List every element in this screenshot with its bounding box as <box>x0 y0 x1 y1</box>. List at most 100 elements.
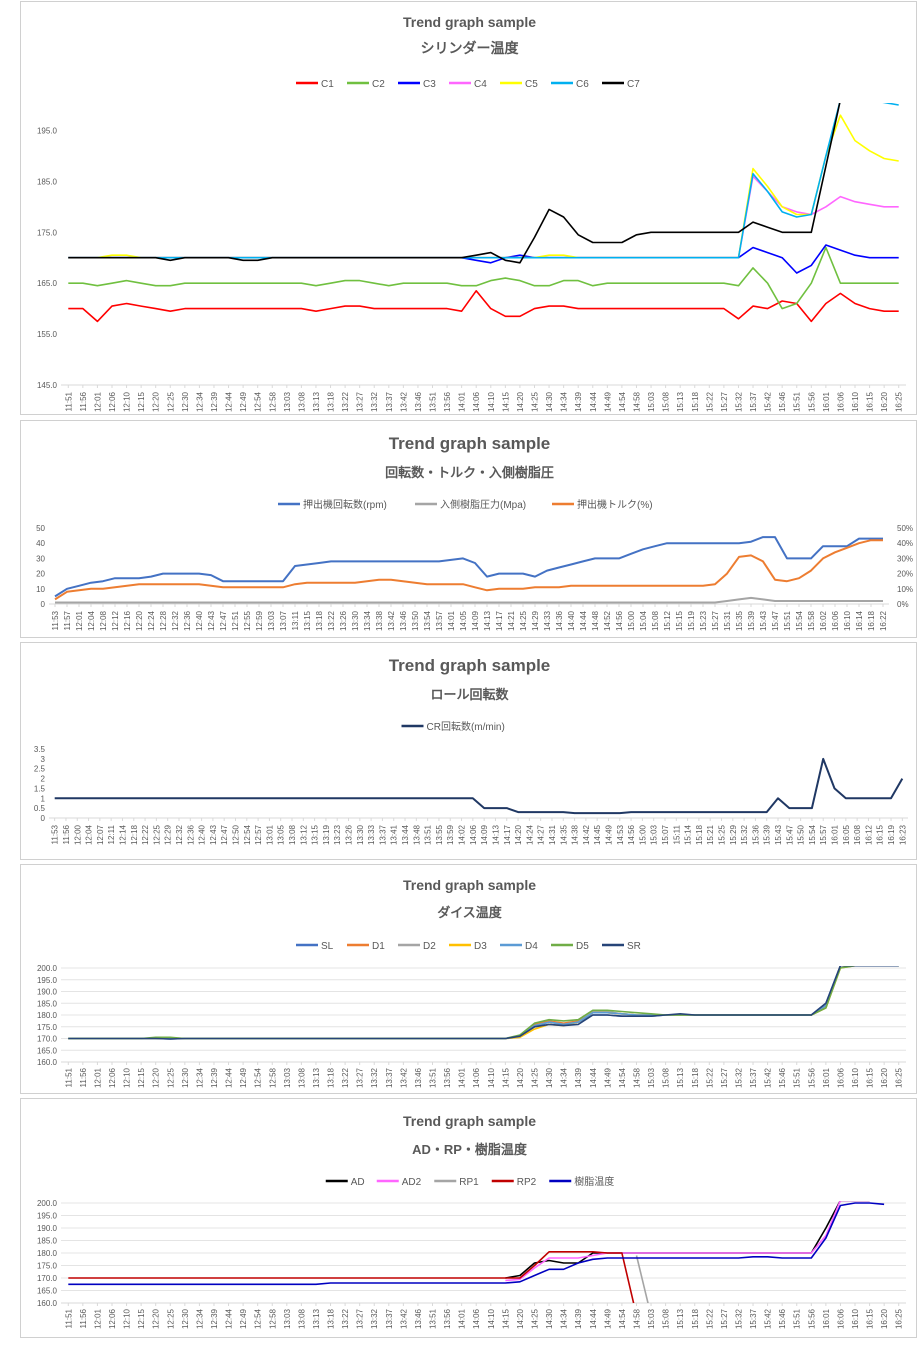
x-tick-label: 15:46 <box>778 1067 787 1088</box>
x-tick-label: 13:13 <box>312 1067 321 1088</box>
y-tick-label: 10 <box>36 585 45 594</box>
chart-panel-ad-rp: Trend graph sample AD・RP・樹脂温度 AD AD2 RP1 RP2 樹… <box>20 1098 917 1338</box>
x-tick-label: 12:25 <box>152 824 161 845</box>
x-tick-label: 16:25 <box>895 1067 904 1088</box>
x-tick-label: 13:27 <box>356 1067 365 1088</box>
x-tick-label: 14:44 <box>589 1067 598 1088</box>
chart-title: Trend graph sample <box>403 14 536 30</box>
x-tick-label: 12:54 <box>243 824 252 845</box>
y-tick-label: 0.5 <box>34 804 46 813</box>
chart-subtitle: シリンダー温度 <box>421 40 520 56</box>
x-tick-label: 15:19 <box>687 610 696 631</box>
x-tick-label: 16:18 <box>867 610 876 631</box>
x-tick-label: 15:18 <box>691 1067 700 1088</box>
x-tick-label: 13:08 <box>288 824 297 845</box>
y-tick-label: 175.0 <box>37 1262 58 1271</box>
x-tick-label: 12:49 <box>239 1308 248 1329</box>
x-tick-label: 16:10 <box>843 610 852 631</box>
y-tick-label: 2.5 <box>34 765 46 774</box>
x-tick-label: 12:10 <box>123 391 132 412</box>
x-tick-label: 15:32 <box>734 1308 743 1329</box>
x-tick-label: 14:24 <box>525 824 534 845</box>
x-tick-label: 13:03 <box>267 610 276 631</box>
x-tick-label: 13:13 <box>312 391 321 412</box>
x-tick-label: 12:36 <box>186 824 195 845</box>
x-tick-label: 14:10 <box>487 1067 496 1088</box>
x-tick-label: 14:09 <box>480 824 489 845</box>
x-tick-label: 13:46 <box>399 610 408 631</box>
x-tick-label: 15:42 <box>764 391 773 412</box>
x-tick-label: 15:08 <box>662 1067 671 1088</box>
x-tick-label: 15:46 <box>778 391 787 412</box>
x-tick-label: 14:15 <box>501 1067 510 1088</box>
series-line-D3 <box>68 966 899 1040</box>
x-tick-label: 14:25 <box>530 1067 539 1088</box>
x-tick-label: 15:27 <box>720 391 729 412</box>
series-line-入側樹脂圧力(Mpa) <box>55 596 883 604</box>
x-tick-label: 12:20 <box>135 610 144 631</box>
series-line-SR <box>68 966 899 1040</box>
x-tick-label: 13:05 <box>277 824 286 845</box>
x-tick-label: 13:42 <box>399 1308 408 1329</box>
y-tick-label: 50 <box>36 524 45 533</box>
y-tick-label: 30 <box>36 554 45 563</box>
x-tick-label: 12:04 <box>87 610 96 631</box>
y2-tick-label: 40% <box>897 539 913 548</box>
legend-label: D3 <box>474 941 487 952</box>
x-tick-label: 13:37 <box>385 1308 394 1329</box>
y-tick-label: 195.0 <box>37 1212 58 1221</box>
x-tick-label: 13:51 <box>424 824 433 845</box>
x-tick-label: 14:39 <box>574 391 583 412</box>
x-tick-label: 13:26 <box>339 610 348 631</box>
x-tick-label: 13:08 <box>297 1308 306 1329</box>
y-tick-label: 165.0 <box>37 279 58 288</box>
legend-label: CR回転数(m/min) <box>427 720 505 733</box>
chart-title: Trend graph sample <box>389 656 551 675</box>
x-tick-label: 13:11 <box>291 610 300 630</box>
x-tick-label: 13:03 <box>283 391 292 412</box>
x-tick-label: 12:29 <box>164 824 173 845</box>
x-tick-label: 14:56 <box>615 610 624 631</box>
x-tick-label: 15:37 <box>749 1067 758 1088</box>
x-tick-label: 12:04 <box>85 824 94 845</box>
x-tick-label: 15:03 <box>647 1067 656 1088</box>
legend-label: 入側樹脂圧力(Mpa) <box>440 498 526 511</box>
chart-rotation-svg: Trend graph sample 回転数・トルク・入側樹脂圧押出機回転数(rp… <box>36 434 913 631</box>
x-tick-label: 12:18 <box>130 824 139 845</box>
x-tick-label: 14:58 <box>632 1067 641 1088</box>
x-tick-label: 12:01 <box>75 610 84 631</box>
x-tick-label: 13:59 <box>446 824 455 845</box>
y-tick-label: 200.0 <box>37 1199 58 1208</box>
y-tick-label: 170.0 <box>37 1274 58 1283</box>
x-tick-label: 15:42 <box>764 1308 773 1329</box>
x-tick-label: 11:51 <box>64 391 73 411</box>
x-tick-label: 14:31 <box>548 824 557 845</box>
x-tick-label: 15:18 <box>691 1308 700 1329</box>
x-tick-label: 12:08 <box>99 610 108 631</box>
x-tick-label: 15:21 <box>706 824 715 845</box>
y-tick-label: 160.0 <box>37 1058 58 1067</box>
x-tick-label: 14:36 <box>555 610 564 631</box>
x-tick-label: 14:49 <box>604 824 613 845</box>
x-tick-label: 15:08 <box>662 391 671 412</box>
x-tick-label: 13:44 <box>401 824 410 845</box>
x-tick-label: 15:43 <box>774 824 783 845</box>
x-tick-label: 14:58 <box>632 1308 641 1329</box>
x-tick-label: 15:12 <box>663 610 672 631</box>
x-tick-label: 12:11 <box>107 824 116 844</box>
y-tick-label: 180.0 <box>37 1011 58 1020</box>
x-tick-label: 15:18 <box>691 391 700 412</box>
x-tick-label: 14:49 <box>603 1308 612 1329</box>
y-tick-label: 145.0 <box>37 381 58 390</box>
x-tick-label: 15:11 <box>672 824 681 844</box>
x-tick-label: 15:31 <box>723 610 732 631</box>
x-tick-label: 15:51 <box>793 1067 802 1088</box>
x-tick-label: 16:15 <box>866 1067 875 1088</box>
x-tick-label: 12:15 <box>137 1308 146 1329</box>
x-tick-label: 11:56 <box>79 1067 88 1087</box>
y-tick-label: 175.0 <box>37 228 58 237</box>
x-tick-label: 12:44 <box>225 391 234 412</box>
x-tick-label: 12:43 <box>207 610 216 631</box>
x-tick-label: 13:32 <box>370 1067 379 1088</box>
chart-subtitle: ロール回転数 <box>430 687 509 702</box>
